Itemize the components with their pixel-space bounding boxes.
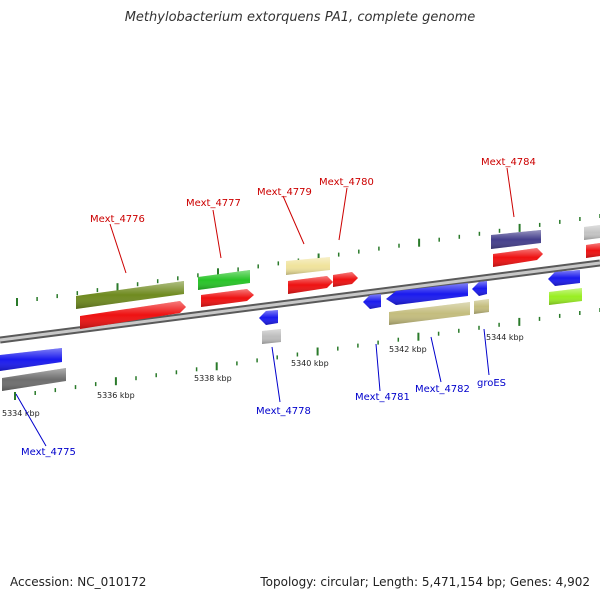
scale-label-5344: 5344 kbp bbox=[486, 333, 524, 342]
backbone bbox=[0, 259, 600, 344]
genome-summary-text: Topology: circular; Length: 5,471,154 bp… bbox=[260, 575, 590, 589]
gene-label-groes[interactable]: groES bbox=[477, 378, 506, 389]
scale-label-5334: 5334 kbp bbox=[2, 409, 40, 418]
gene-label-mext-4781[interactable]: Mext_4781 bbox=[355, 392, 410, 403]
upper-tick-track bbox=[16, 214, 600, 306]
gene-label-mext-4775[interactable]: Mext_4775 bbox=[21, 447, 76, 458]
scale-label-5340: 5340 kbp bbox=[291, 359, 329, 368]
gene-label-mext-4776[interactable]: Mext_4776 bbox=[90, 214, 145, 225]
gene-label-mext-4778[interactable]: Mext_4778 bbox=[256, 406, 311, 417]
callout-lines bbox=[15, 167, 515, 447]
scale-label-5338: 5338 kbp bbox=[194, 374, 232, 383]
features bbox=[0, 225, 600, 391]
gene-label-mext-4777[interactable]: Mext_4777 bbox=[186, 198, 241, 209]
scale-labels: 5334 kbp 5336 kbp 5338 kbp 5340 kbp 5342… bbox=[2, 333, 524, 418]
accession-text: Accession: NC_010172 bbox=[10, 575, 147, 589]
scale-label-5336: 5336 kbp bbox=[97, 391, 135, 400]
map-title: Methylobacterium extorquens PA1, complet… bbox=[124, 10, 476, 25]
gene-label-mext-4784[interactable]: Mext_4784 bbox=[481, 157, 536, 168]
gene-label-mext-4782[interactable]: Mext_4782 bbox=[415, 384, 470, 395]
scale-label-5342: 5342 kbp bbox=[389, 345, 427, 354]
gene-labels: Mext_4775 Mext_4776 Mext_4777 Mext_4778 … bbox=[21, 157, 536, 458]
gene-label-mext-4780[interactable]: Mext_4780 bbox=[319, 177, 374, 188]
lower-tick-track bbox=[14, 308, 600, 400]
gene-label-mext-4779[interactable]: Mext_4779 bbox=[257, 187, 312, 198]
